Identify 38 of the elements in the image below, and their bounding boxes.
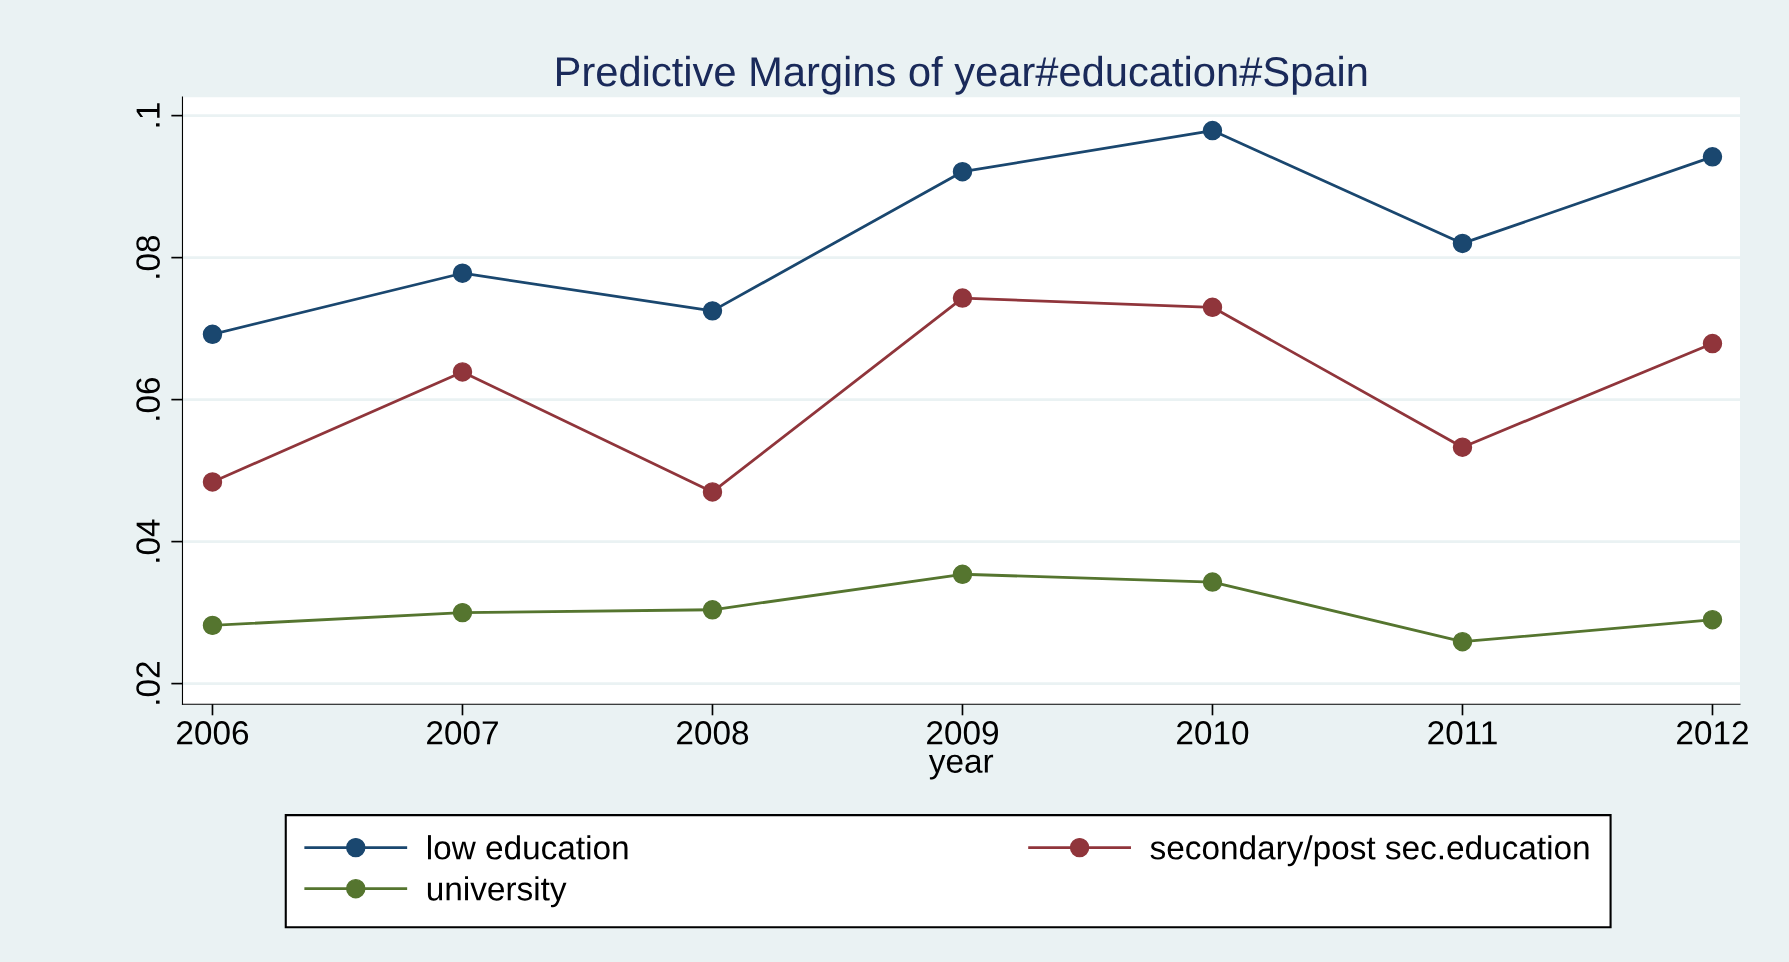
point — [702, 600, 723, 620]
point — [1702, 609, 1723, 630]
x-tick-label: 2009 — [927, 721, 998, 745]
x-axis-title: year — [928, 754, 994, 780]
chart-title: Predictive Margins of year#education#Spain — [557, 55, 1367, 95]
point — [1452, 233, 1473, 254]
point — [1202, 120, 1223, 141]
point — [1452, 631, 1473, 652]
point — [952, 564, 973, 584]
y-tick-label: .04 — [136, 519, 160, 562]
y-tick-label: .06 — [136, 377, 160, 420]
point — [452, 362, 473, 382]
x-tick-label: 2007 — [427, 721, 498, 745]
point — [952, 288, 973, 308]
x-tick-label: 2012 — [1677, 721, 1748, 745]
point — [202, 472, 223, 492]
point — [452, 263, 473, 283]
point — [452, 602, 473, 623]
x-tick-label: 2006 — [177, 721, 249, 745]
x-tick-label: 2011 — [1428, 721, 1497, 745]
point — [1202, 572, 1223, 592]
point — [702, 301, 723, 321]
point — [952, 161, 973, 182]
y-tick-label: .1 — [136, 103, 160, 127]
point — [1452, 437, 1473, 457]
legend-label: low education — [428, 835, 628, 860]
x-tick-label: 2010 — [1177, 721, 1249, 745]
y-tick-label: .08 — [136, 235, 160, 278]
legend-label: university — [427, 876, 567, 908]
x-tick-label: 2008 — [677, 721, 749, 745]
point — [202, 324, 223, 345]
y-tick-label: .02 — [136, 662, 160, 704]
point — [1202, 297, 1223, 318]
point — [1702, 147, 1723, 167]
point — [202, 615, 223, 636]
legend-label: secondary/post sec.education — [1150, 835, 1589, 867]
point — [1702, 333, 1723, 354]
point — [702, 482, 723, 502]
